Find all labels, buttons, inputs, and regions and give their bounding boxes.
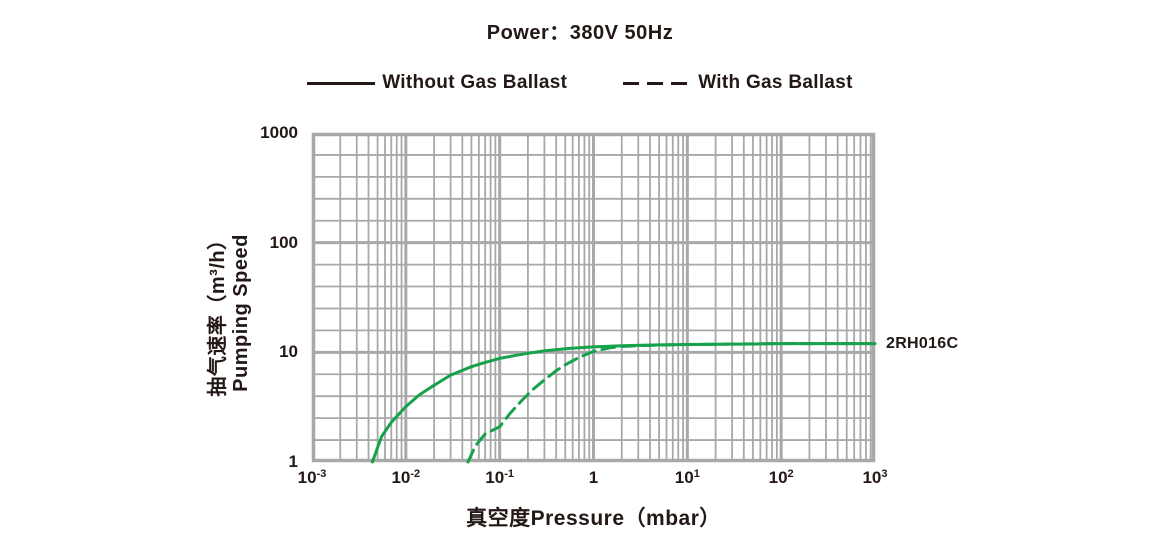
legend-item-with-gas-ballast: With Gas Ballast xyxy=(623,72,853,94)
x-tick-label: 101 xyxy=(674,468,700,487)
chart-legend: Without Gas Ballast With Gas Ballast xyxy=(0,72,1160,94)
plot-area xyxy=(311,132,877,464)
x-tick-label: 10-1 xyxy=(485,468,515,487)
curve-solid xyxy=(370,342,877,464)
x-tick-label: 103 xyxy=(862,468,888,487)
solid-line-swatch-icon xyxy=(307,81,376,85)
legend-label: With Gas Ballast xyxy=(698,72,853,93)
legend-item-without-gas-ballast: Without Gas Ballast xyxy=(307,72,567,94)
y-axis-title: 抽气速率（m³/h） Pumping Speed xyxy=(207,229,253,396)
plot-border-rect xyxy=(311,132,876,463)
x-tick-exponent: -3 xyxy=(316,468,327,480)
y-tick-label: 100 xyxy=(269,232,298,252)
x-tick-label: 102 xyxy=(768,468,794,487)
x-axis-title: 真空度Pressure（mbar） xyxy=(466,507,721,530)
x-tick-label: 1 xyxy=(588,468,599,487)
y-axis-title-en: Pumping Speed xyxy=(230,234,252,392)
curve-dashed xyxy=(466,342,877,464)
plot-border xyxy=(311,132,876,463)
y-tick-label: 1 xyxy=(288,452,298,471)
grid-major-lines xyxy=(312,133,875,462)
x-tick-label: 10-2 xyxy=(391,468,421,487)
x-tick-exponent: -2 xyxy=(410,468,421,480)
x-tick-exponent: 2 xyxy=(787,468,794,480)
dashed-line-swatch-icon xyxy=(623,81,692,85)
x-tick-exponent: -1 xyxy=(504,468,515,480)
y-tick-label: 1000 xyxy=(260,123,298,142)
model-label: 2RH016C xyxy=(886,334,959,352)
y-tick-label: 10 xyxy=(279,342,298,362)
legend-label: Without Gas Ballast xyxy=(382,72,568,93)
curves xyxy=(370,342,877,464)
x-tick-exponent: 3 xyxy=(881,468,888,480)
y-axis-title-cn: 抽气速率（m³/h） xyxy=(207,229,229,397)
chart-title: Power：380V 50Hz xyxy=(486,22,674,44)
x-tick-exponent: 1 xyxy=(693,468,700,480)
plot-svg xyxy=(311,132,877,464)
x-tick-label: 10-3 xyxy=(297,468,327,487)
